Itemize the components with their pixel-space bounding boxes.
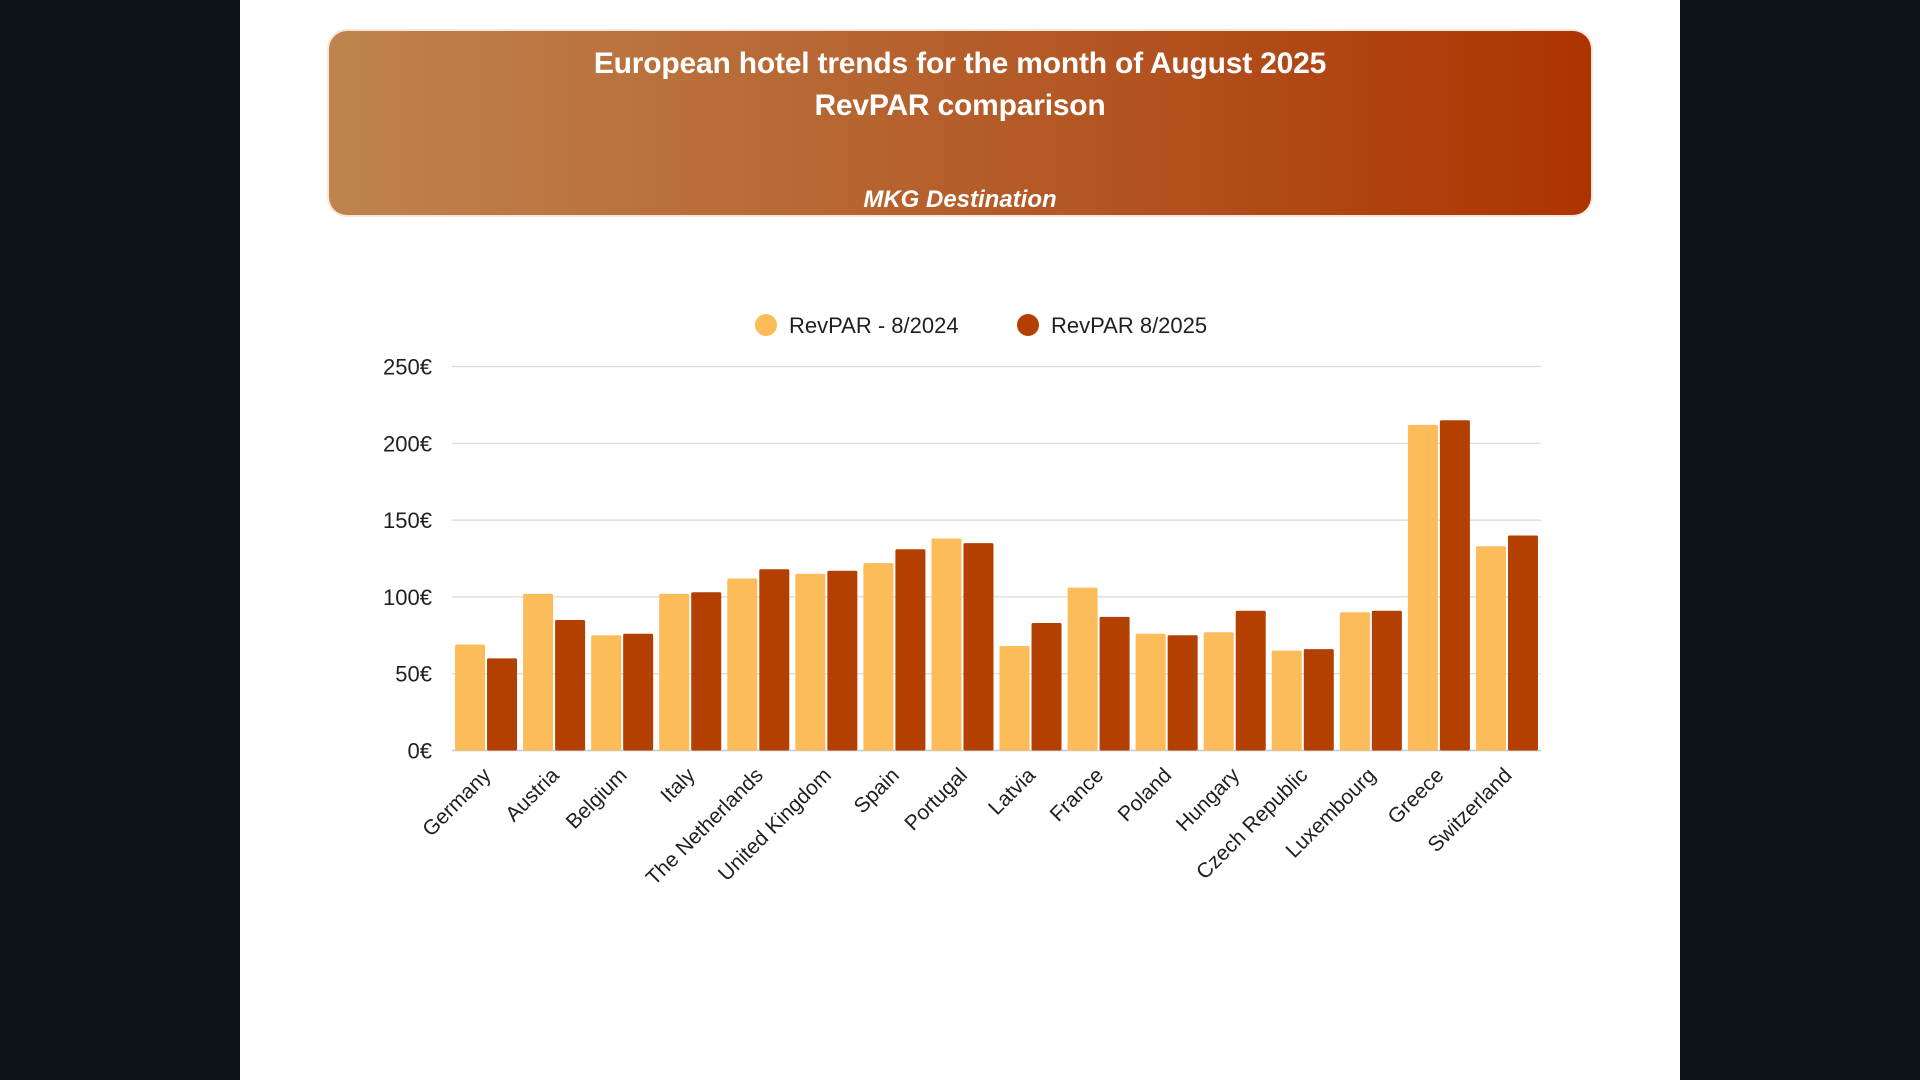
bar-2025[interactable] — [963, 543, 994, 751]
chart-title: European hotel trends for the month of A… — [329, 43, 1591, 127]
chart-source: MKG Destination — [863, 186, 1057, 213]
bar-2025[interactable] — [895, 549, 926, 751]
x-tick-label: Austria — [501, 764, 564, 827]
bar-2024[interactable] — [1135, 633, 1166, 751]
bar-2025[interactable] — [1167, 635, 1198, 751]
bar-2024[interactable] — [999, 646, 1030, 751]
x-tick-label: Spain — [850, 764, 904, 818]
x-tick-label: France — [1046, 764, 1108, 826]
bar-2025[interactable] — [691, 592, 722, 751]
legend-swatch-icon — [755, 314, 777, 336]
x-tick-label: Greece — [1383, 764, 1448, 829]
bar-2024[interactable] — [659, 593, 690, 751]
x-tick-label: Latvia — [984, 764, 1040, 820]
legend-item-2025[interactable]: RevPAR 8/2025 — [1017, 313, 1207, 338]
chart-title-line1: European hotel trends for the month of A… — [593, 47, 1327, 80]
title-banner: European hotel trends for the month of A… — [329, 31, 1591, 215]
bar-2025[interactable] — [555, 619, 586, 751]
bar-2024[interactable] — [795, 573, 826, 751]
y-tick-label: 200€ — [383, 431, 432, 456]
bar-2025[interactable] — [623, 633, 654, 751]
x-tick-label: Germany — [418, 763, 496, 841]
x-tick-label: Italy — [656, 763, 700, 807]
bar-2025[interactable] — [1303, 649, 1334, 751]
y-tick-label: 50€ — [395, 662, 432, 687]
bar-2024[interactable] — [1407, 424, 1438, 751]
bar-2024[interactable] — [455, 644, 486, 751]
bar-2025[interactable] — [1371, 610, 1402, 751]
bar-2024[interactable] — [1271, 650, 1302, 751]
bar-2024[interactable] — [1067, 587, 1098, 751]
bar-2024[interactable] — [591, 635, 622, 751]
bar-2025[interactable] — [759, 569, 790, 751]
y-tick-label: 150€ — [383, 508, 432, 533]
x-tick-label: Poland — [1114, 764, 1177, 827]
y-tick-label: 0€ — [408, 739, 432, 764]
bar-2024[interactable] — [1339, 612, 1370, 751]
y-tick-label: 100€ — [383, 585, 432, 610]
legend-item-2024[interactable]: RevPAR - 8/2024 — [755, 313, 959, 338]
x-tick-label: The Netherlands — [642, 764, 768, 890]
bar-2025[interactable] — [827, 570, 858, 751]
legend-label: RevPAR 8/2025 — [1051, 313, 1207, 338]
bar-2025[interactable] — [1507, 535, 1538, 751]
bar-2025[interactable] — [1439, 420, 1470, 751]
legend-swatch-icon — [1017, 314, 1039, 336]
bar-2025[interactable] — [1031, 623, 1062, 751]
bar-2024[interactable] — [1475, 546, 1506, 751]
bar-2024[interactable] — [931, 538, 962, 751]
legend: RevPAR - 8/2024 RevPAR 8/2025 — [755, 313, 1207, 338]
y-axis: 0€ 50€ 100€ 150€ 200€ 250€ — [383, 355, 432, 764]
bars — [455, 420, 1538, 751]
y-tick-label: 250€ — [383, 355, 432, 380]
bar-2024[interactable] — [1203, 632, 1234, 751]
x-tick-label: Portugal — [900, 764, 972, 836]
bar-2024[interactable] — [727, 578, 758, 751]
legend-label: RevPAR - 8/2024 — [789, 313, 959, 338]
x-tick-label: Belgium — [562, 764, 632, 834]
bar-2025[interactable] — [487, 658, 518, 751]
bar-2025[interactable] — [1099, 616, 1130, 751]
bar-2024[interactable] — [863, 563, 894, 751]
chart-title-line2: RevPAR comparison — [814, 89, 1106, 122]
bar-2024[interactable] — [523, 593, 554, 751]
bar-2025[interactable] — [1235, 610, 1266, 751]
